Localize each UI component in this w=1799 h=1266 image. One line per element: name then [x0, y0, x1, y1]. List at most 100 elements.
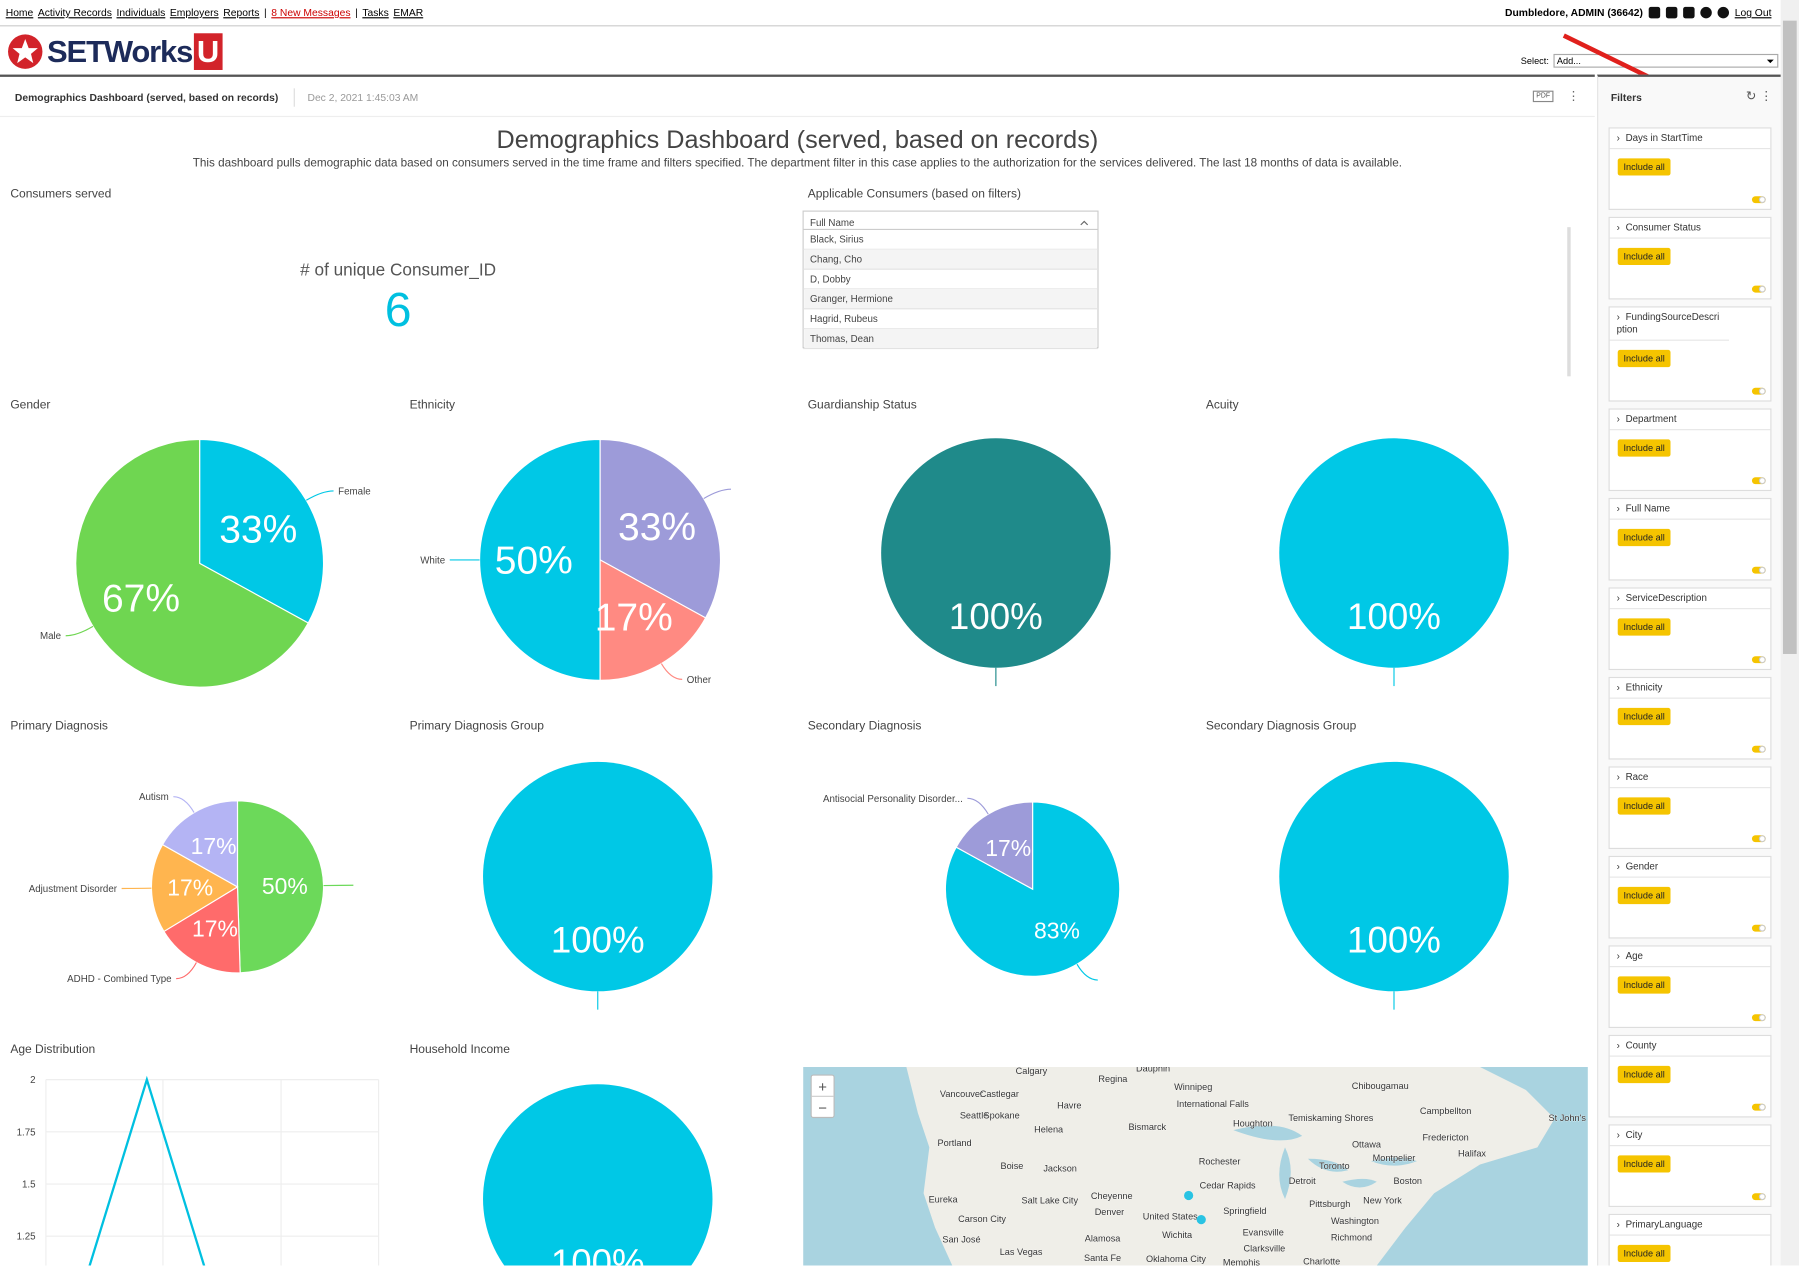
pie-value-label: 100% — [1347, 596, 1441, 637]
dashboard-title: Demographics Dashboard (served, based on… — [497, 126, 1099, 154]
filter-name[interactable]: FundingSourceDescription — [1609, 307, 1730, 341]
filter-name[interactable]: County — [1609, 1036, 1771, 1057]
table-row-bg — [804, 249, 1097, 270]
pie-category-label: Antisocial Personality Disorder... — [823, 794, 963, 805]
home-icon[interactable] — [1648, 6, 1661, 19]
filter-name[interactable]: PrimaryLanguage — [1609, 1215, 1771, 1236]
y-tick-label: 1.75 — [17, 1127, 37, 1138]
leader-line — [173, 796, 195, 813]
help-icon[interactable] — [1700, 6, 1712, 19]
nav-link[interactable]: Tasks — [362, 6, 389, 19]
map-label: Vancouver — [940, 1089, 983, 1099]
filter-name[interactable]: Department — [1609, 410, 1771, 431]
include-all-button[interactable]: Include all — [1617, 1065, 1671, 1084]
toggle[interactable] — [1751, 835, 1766, 843]
filter-card: FundingSourceDescription Include all — [1608, 306, 1772, 402]
map-label: Helena — [1034, 1124, 1064, 1134]
map-label: Spokane — [984, 1111, 1020, 1121]
top-nav: Home Activity Records Individuals Employers… — [0, 0, 1781, 27]
include-all-button[interactable]: Include all — [1617, 439, 1671, 457]
scroll-thumb[interactable] — [1782, 20, 1797, 654]
filter-name[interactable]: Age — [1609, 947, 1771, 968]
pie-value-label: 100% — [551, 920, 645, 961]
include-all-button[interactable]: Include all — [1617, 886, 1671, 905]
logout-link[interactable]: Log Out — [1734, 6, 1772, 19]
include-all-button[interactable]: Include all — [1617, 797, 1671, 815]
filter-name[interactable]: Race — [1609, 768, 1771, 789]
nav-link[interactable]: Individuals — [116, 6, 166, 19]
filter-name[interactable]: City — [1609, 1126, 1771, 1147]
include-all-button[interactable]: Include all — [1617, 528, 1671, 547]
include-all-button[interactable]: Include all — [1617, 349, 1671, 368]
include-all-button[interactable]: Include all — [1617, 1155, 1671, 1173]
map-label: United States — [1143, 1212, 1198, 1222]
pie-slice — [599, 438, 722, 619]
leader-line — [65, 625, 94, 637]
users-icon[interactable] — [1665, 6, 1678, 19]
nav-link[interactable]: Reports — [223, 6, 260, 19]
map-label: Houghton — [1233, 1119, 1273, 1129]
logo: SETWorks U — [7, 32, 223, 71]
include-all-button[interactable]: Include all — [1617, 158, 1671, 176]
include-all-button[interactable]: Include all — [1617, 1244, 1671, 1263]
header-date: Dec 2, 2021 1:45:03 AM — [307, 91, 419, 104]
scrollbar[interactable] — [1780, 0, 1799, 1266]
filter-name[interactable]: Gender — [1609, 857, 1771, 878]
messages-link[interactable]: 8 New Messages — [271, 6, 351, 19]
nav-link[interactable]: Home — [5, 6, 34, 19]
filter-card: Consumer Status Include all — [1608, 216, 1772, 300]
toggle[interactable] — [1751, 387, 1766, 395]
select-label: Select: — [1520, 55, 1549, 66]
nav-link[interactable]: Employers — [169, 6, 219, 19]
line-series — [88, 1075, 206, 1266]
filter-name[interactable]: Days in StartTime — [1609, 128, 1771, 150]
table-cell: Chang, Cho — [810, 255, 863, 266]
map-label: Oklahoma City — [1146, 1254, 1206, 1264]
include-all-button[interactable]: Include all — [1617, 247, 1671, 266]
settings-icon[interactable] — [1717, 6, 1729, 19]
map-label: Jackson — [1043, 1163, 1077, 1173]
leader-line — [176, 962, 197, 980]
y-tick-label: 2 — [30, 1075, 35, 1086]
map-label: Halifax — [1458, 1148, 1486, 1158]
toggle[interactable] — [1751, 1103, 1766, 1111]
filters-controls[interactable]: ↻ ⋮ — [1745, 89, 1773, 104]
nav-link[interactable]: EMAR — [393, 6, 424, 19]
map-label: Salt Lake City — [1022, 1196, 1079, 1206]
toggle[interactable] — [1751, 285, 1766, 293]
map-label: Calgary — [1016, 1066, 1048, 1076]
toggle[interactable] — [1751, 656, 1766, 664]
toggle[interactable] — [1751, 745, 1766, 753]
map-lake — [1233, 1125, 1303, 1141]
toggle[interactable] — [1751, 1193, 1766, 1201]
menu-button[interactable]: ⋮ — [1567, 89, 1580, 104]
include-all-button[interactable]: Include all — [1617, 707, 1671, 726]
pie-slice — [236, 800, 325, 974]
include-all-button[interactable]: Include all — [1617, 618, 1671, 636]
table-cell: Hagrid, Rubeus — [810, 314, 878, 325]
toggle[interactable] — [1751, 196, 1766, 204]
pie-value-label: 17% — [192, 915, 238, 941]
map-label: Regina — [1098, 1074, 1128, 1084]
toggle[interactable] — [1751, 477, 1766, 485]
zoom-out[interactable]: − — [818, 1101, 827, 1117]
map-label: Detroit — [1289, 1176, 1316, 1186]
map-label: Dauphin — [1136, 1064, 1170, 1074]
filter-name[interactable]: Full Name — [1609, 499, 1771, 520]
toggle[interactable] — [1751, 566, 1766, 574]
widget-title: Applicable Consumers (based on filters) — [808, 186, 1021, 200]
inner-scrollbar — [1567, 227, 1571, 377]
zoom-in[interactable]: + — [818, 1080, 827, 1096]
filter-body: Include all — [1610, 341, 1771, 401]
inbox-icon[interactable] — [1683, 6, 1695, 19]
filter-body: Include all — [1610, 967, 1771, 1027]
toggle[interactable] — [1751, 1014, 1766, 1022]
filter-name[interactable]: ServiceDescription — [1609, 589, 1771, 610]
pie-category-label: Male — [40, 631, 61, 642]
nav-link[interactable]: Activity Records — [37, 6, 112, 19]
toggle[interactable] — [1751, 924, 1766, 932]
filter-name[interactable]: Consumer Status — [1609, 218, 1771, 239]
filter-name[interactable]: Ethnicity — [1609, 678, 1771, 699]
pdf-button[interactable]: PDF — [1532, 90, 1554, 103]
include-all-button[interactable]: Include all — [1617, 976, 1671, 994]
